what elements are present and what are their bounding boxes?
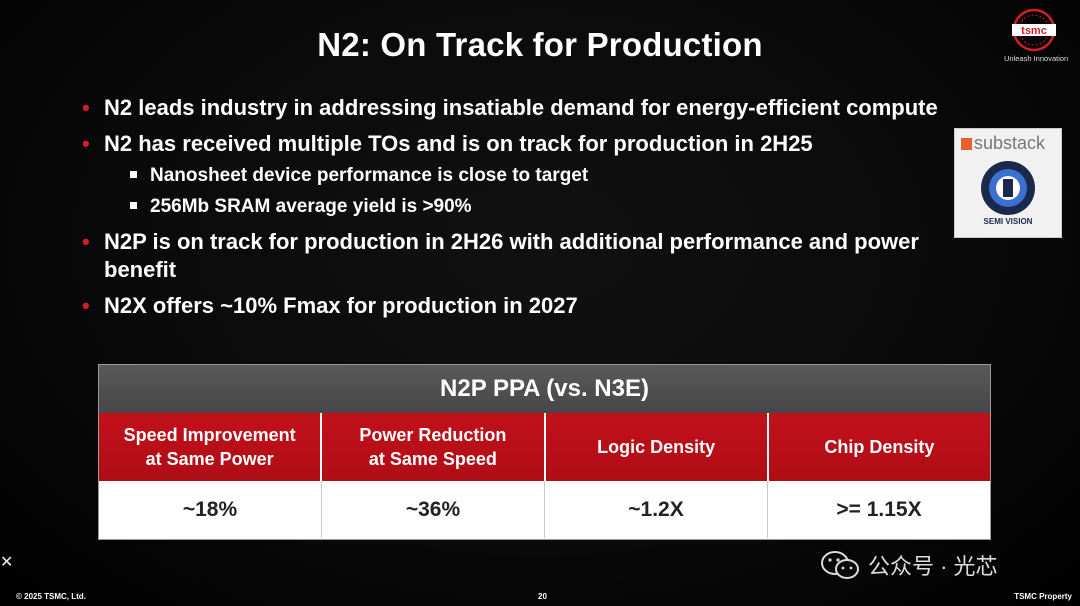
square-bullet-icon: [130, 202, 137, 209]
square-bullet-icon: [130, 171, 137, 178]
bullet-item: • N2X offers ~10% Fmax for production in…: [82, 292, 1022, 320]
sub-bullet-text: Nanosheet device performance is close to…: [150, 165, 589, 186]
ppa-value-cell: ~36%: [322, 481, 545, 538]
ppa-column-header: Power Reduction at Same Speed: [322, 413, 546, 481]
tsmc-logo-icon: tsmc: [1012, 8, 1056, 52]
tsmc-logo: tsmc Unleash Innovation: [1004, 8, 1069, 63]
ppa-table-header-row: Speed Improvement at Same Power Power Re…: [99, 413, 990, 481]
ppa-table: N2P PPA (vs. N3E) Speed Improvement at S…: [98, 364, 991, 540]
bullet-text: N2 leads industry in addressing insatiab…: [104, 95, 938, 120]
bullet-item: • N2 has received multiple TOs and is on…: [82, 130, 1022, 158]
ppa-table-title: N2P PPA (vs. N3E): [99, 365, 990, 413]
close-icon[interactable]: ✕: [0, 554, 14, 571]
footer-copyright: © 2025 TSMC, Ltd.: [16, 592, 86, 601]
ppa-table-value-row: ~18% ~36% ~1.2X >= 1.15X: [99, 481, 990, 538]
substack-icon: [961, 138, 972, 150]
bullet-dot-icon: •: [82, 229, 90, 254]
slide-footer: © 2025 TSMC, Ltd. 20 TSMC Property: [0, 588, 1080, 606]
bullet-list: • N2 leads industry in addressing insati…: [82, 94, 1022, 328]
logo-wordmark: tsmc: [1021, 25, 1047, 37]
semi-vision-emblem-icon: [981, 161, 1035, 215]
wechat-watermark: 公众号 · 光芯: [820, 549, 998, 581]
footer-property: TSMC Property: [1014, 592, 1072, 601]
bullet-dot-icon: •: [82, 131, 90, 156]
semi-vision-badge: substack SEMI VISION: [954, 128, 1062, 238]
ppa-value-cell: ~18%: [99, 481, 322, 538]
wechat-icon: [821, 551, 859, 579]
sub-bullet-item: 256Mb SRAM average yield is >90%: [82, 195, 1022, 219]
ppa-column-header: Speed Improvement at Same Power: [99, 413, 323, 481]
bullet-dot-icon: •: [82, 293, 90, 318]
bullet-text: N2 has received multiple TOs and is on t…: [104, 131, 813, 156]
bullet-item: • N2 leads industry in addressing insati…: [82, 94, 1022, 122]
substack-label: substack: [961, 133, 1045, 154]
bullet-dot-icon: •: [82, 95, 90, 120]
semi-vision-label: SEMI VISION: [983, 217, 1033, 226]
slide-title: N2: On Track for Production: [317, 26, 763, 63]
bullet-text: N2P is on track for production in 2H26 w…: [104, 229, 919, 282]
bullet-text: N2X offers ~10% Fmax for production in 2…: [104, 293, 578, 318]
ppa-column-header: Chip Density: [768, 413, 990, 481]
bullet-item: • N2P is on track for production in 2H26…: [82, 228, 974, 284]
footer-page-number: 20: [538, 592, 547, 601]
sub-bullet-text: 256Mb SRAM average yield is >90%: [150, 196, 472, 217]
ppa-value-cell: >= 1.15X: [836, 497, 922, 521]
watermark-text: 公众号 · 光芯: [868, 554, 998, 579]
ppa-column-header: Logic Density: [545, 413, 769, 481]
sub-bullet-item: Nanosheet device performance is close to…: [82, 164, 1022, 188]
logo-tagline: Unleash Innovation: [1004, 54, 1069, 63]
ppa-value-cell: ~1.2X: [545, 481, 768, 538]
